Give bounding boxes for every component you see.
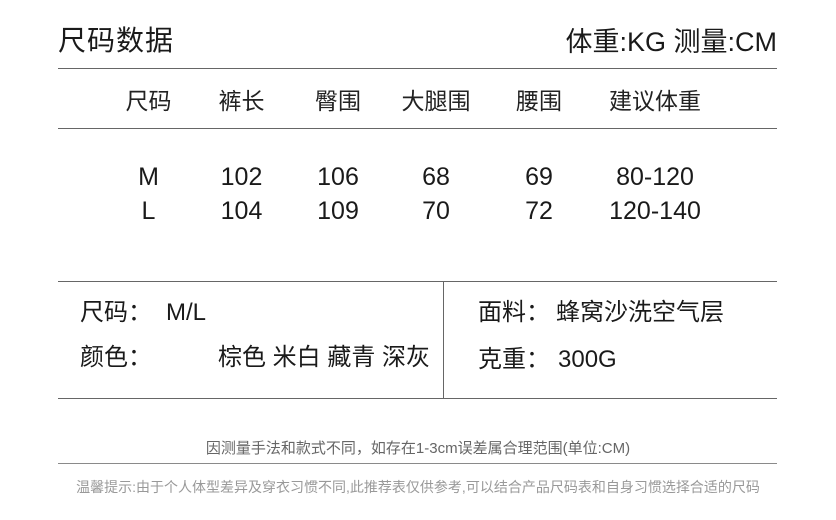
table-row-m: M 102 106 68 69 80-120 [58,163,777,191]
cell-size: M [138,163,159,191]
info-fabric-row: 面料： 蜂窝沙洗空气层 [478,300,724,326]
column-header-thigh: 大腿围 [401,88,471,114]
info-gram-weight-label: 克重： [478,346,550,373]
cell-waist: 72 [525,197,553,225]
info-color-row: 颜色： 棕色 米白 藏青 深灰 [80,345,430,371]
info-box-bottom-border [58,398,777,399]
divider-above-tip [58,463,777,464]
divider-under-header [58,128,777,129]
cell-hip: 109 [317,197,359,225]
column-header-suggested-weight: 建议体重 [609,88,701,114]
cell-suggested-weight: 80-120 [616,163,694,191]
column-header-hip: 臀围 [315,88,361,114]
column-header-waist: 腰围 [516,88,562,114]
cell-length: 104 [220,197,263,225]
friendly-reminder-text: 温馨提示:由于个人体型差异及穿衣习惯不同,此推荐表仅供参考,可以结合产品尺码表和… [76,479,760,495]
table-header-row: 尺码 裤长 臀围 大腿围 腰围 建议体重 [58,87,777,115]
page-title: 尺码数据 [58,25,175,56]
info-color-label: 颜色： [80,344,152,371]
cell-thigh: 70 [422,197,450,225]
info-fabric-value: 蜂窝沙洗空气层 [556,299,724,326]
cell-waist: 69 [525,163,553,191]
info-box-top-border [58,281,777,282]
info-gram-weight-value: 300G [558,346,617,373]
info-size-value: M/L [166,299,207,326]
info-size-label: 尺码： [80,299,152,326]
cell-suggested-weight: 120-140 [609,197,701,225]
info-box-vertical-divider [443,281,444,398]
cell-length: 102 [220,163,263,191]
info-fabric-label: 面料： [478,299,550,326]
cell-hip: 106 [317,163,359,191]
cell-thigh: 68 [422,163,450,191]
table-row-l: L 104 109 70 72 120-140 [58,197,777,225]
divider-under-title [58,68,777,69]
info-color-value: 棕色 米白 藏青 深灰 [218,344,431,371]
measurement-tolerance-note: 因测量手法和款式不同，如存在1-3cm误差属合理范围(单位:CM) [205,440,631,457]
units-label: 体重:KG 测量:CM [565,27,777,57]
cell-size: L [141,197,156,225]
info-size-row: 尺码： M/L [80,300,206,326]
column-header-size: 尺码 [125,88,172,114]
info-gram-weight-row: 克重： 300G [478,347,617,373]
column-header-length: 裤长 [218,88,265,114]
